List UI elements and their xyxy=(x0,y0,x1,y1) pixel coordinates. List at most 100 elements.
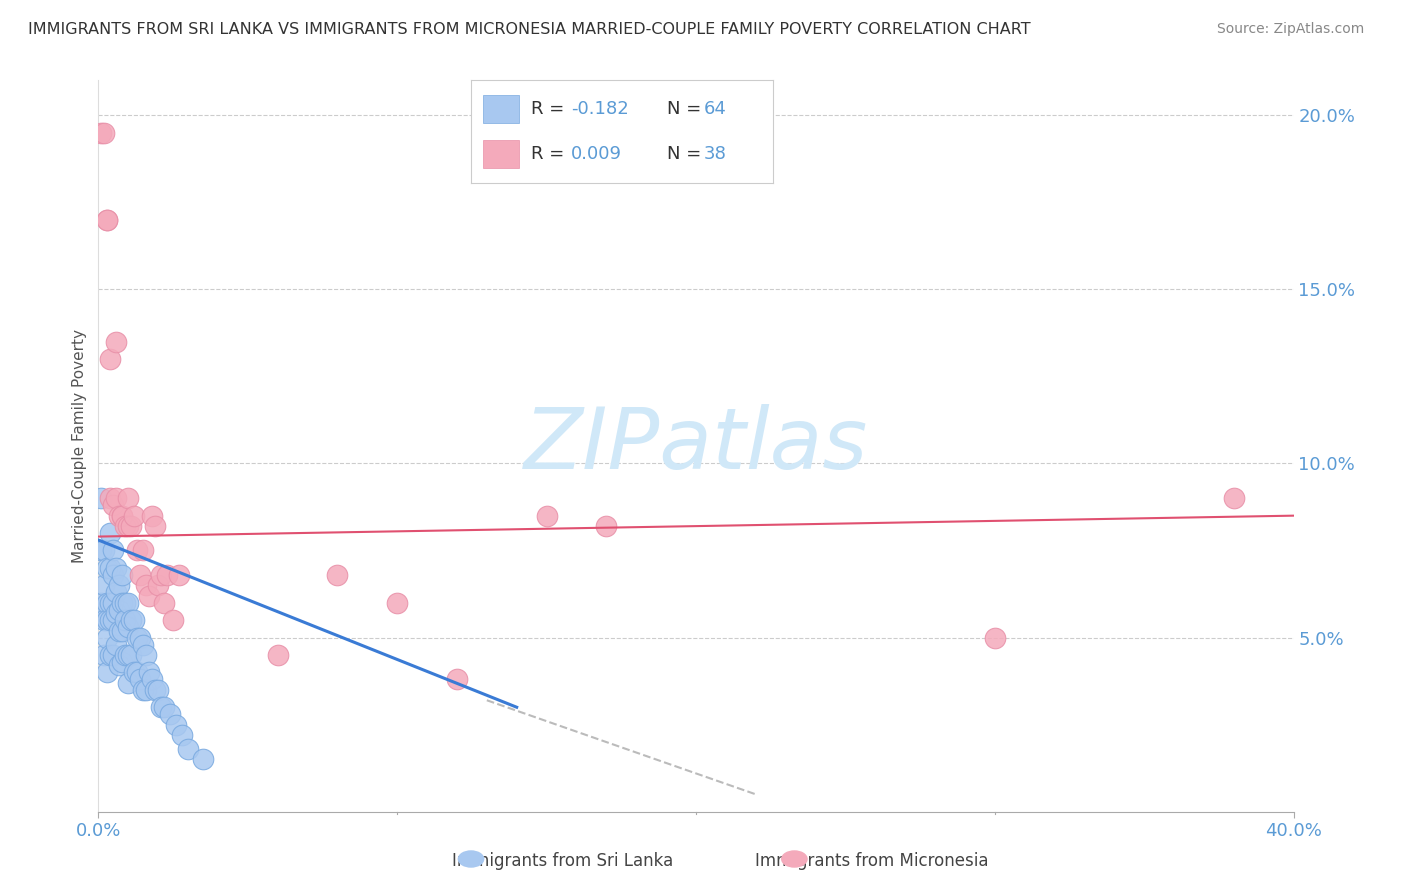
Point xyxy=(127,631,149,645)
Point xyxy=(127,665,149,680)
Point xyxy=(143,682,166,697)
FancyBboxPatch shape xyxy=(484,95,519,123)
Point xyxy=(167,567,190,582)
Point xyxy=(96,613,118,627)
Point xyxy=(103,498,125,512)
Point xyxy=(150,700,173,714)
Point xyxy=(96,596,118,610)
Point xyxy=(93,126,115,140)
Point xyxy=(98,561,122,575)
Point xyxy=(114,519,136,533)
Point xyxy=(117,491,139,506)
Point xyxy=(129,673,152,687)
Point xyxy=(93,543,115,558)
Text: -0.182: -0.182 xyxy=(571,100,628,118)
Point xyxy=(111,567,134,582)
Point xyxy=(105,334,128,349)
Point xyxy=(153,700,176,714)
Point xyxy=(135,682,157,697)
Point xyxy=(117,519,139,533)
Point xyxy=(111,508,134,523)
Point xyxy=(103,613,125,627)
Point xyxy=(114,596,136,610)
Point xyxy=(127,543,149,558)
Point xyxy=(148,578,170,592)
Point xyxy=(385,596,409,610)
Point xyxy=(96,665,118,680)
Point xyxy=(150,567,173,582)
Text: Immigrants from Sri Lanka: Immigrants from Sri Lanka xyxy=(451,852,673,870)
Point xyxy=(105,638,128,652)
Point xyxy=(1223,491,1246,506)
Text: 0.009: 0.009 xyxy=(571,145,621,163)
Point xyxy=(108,578,131,592)
Point xyxy=(108,603,131,617)
Point xyxy=(143,519,166,533)
Point xyxy=(103,596,125,610)
Point xyxy=(162,613,184,627)
Point xyxy=(326,567,349,582)
Point xyxy=(96,212,118,227)
Point xyxy=(105,585,128,599)
Point xyxy=(117,596,139,610)
Point xyxy=(105,561,128,575)
Point xyxy=(90,596,112,610)
Point xyxy=(120,613,142,627)
Text: R =: R = xyxy=(531,145,571,163)
Point xyxy=(595,519,617,533)
Point xyxy=(90,491,112,506)
Point xyxy=(124,613,146,627)
Point xyxy=(98,596,122,610)
Point xyxy=(177,742,200,756)
Point xyxy=(90,543,112,558)
Point xyxy=(267,648,290,662)
Text: R =: R = xyxy=(531,100,571,118)
Point xyxy=(138,665,160,680)
Point xyxy=(129,631,152,645)
Point xyxy=(132,638,155,652)
Point xyxy=(124,665,146,680)
Point xyxy=(111,655,134,669)
Text: N =: N = xyxy=(668,145,707,163)
Point xyxy=(90,126,112,140)
Point xyxy=(103,567,125,582)
Point xyxy=(135,578,157,592)
Y-axis label: Married-Couple Family Poverty: Married-Couple Family Poverty xyxy=(72,329,87,563)
Point xyxy=(536,508,558,523)
Point xyxy=(114,613,136,627)
Point xyxy=(93,648,115,662)
Point xyxy=(98,613,122,627)
Text: 64: 64 xyxy=(704,100,727,118)
Point xyxy=(117,648,139,662)
Point xyxy=(96,631,118,645)
Point xyxy=(124,508,146,523)
Text: IMMIGRANTS FROM SRI LANKA VS IMMIGRANTS FROM MICRONESIA MARRIED-COUPLE FAMILY PO: IMMIGRANTS FROM SRI LANKA VS IMMIGRANTS … xyxy=(28,22,1031,37)
Point xyxy=(98,491,122,506)
Point xyxy=(103,543,125,558)
Point xyxy=(141,508,163,523)
Point xyxy=(156,567,179,582)
Point xyxy=(105,491,128,506)
Point xyxy=(129,567,152,582)
Point xyxy=(108,624,131,638)
Point xyxy=(108,658,131,673)
Text: ZIPatlas: ZIPatlas xyxy=(524,404,868,488)
Point xyxy=(148,682,170,697)
Point xyxy=(111,508,134,523)
Point xyxy=(132,543,155,558)
Point xyxy=(191,752,214,766)
Point xyxy=(165,717,187,731)
Point xyxy=(159,707,181,722)
Point xyxy=(135,648,157,662)
Text: N =: N = xyxy=(668,100,707,118)
Text: 38: 38 xyxy=(704,145,727,163)
Point xyxy=(103,648,125,662)
Point xyxy=(98,351,122,366)
Point xyxy=(120,519,142,533)
Point xyxy=(446,673,468,687)
Point xyxy=(172,728,194,742)
Point xyxy=(984,631,1007,645)
Point xyxy=(93,613,115,627)
Point xyxy=(141,673,163,687)
Point xyxy=(111,624,134,638)
